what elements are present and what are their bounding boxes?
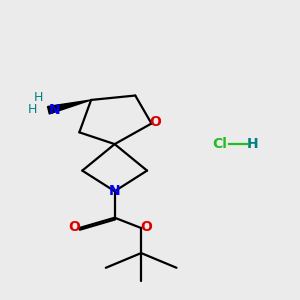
Polygon shape <box>47 100 91 114</box>
Text: O: O <box>140 220 152 234</box>
Text: N: N <box>109 184 121 198</box>
Text: H: H <box>28 103 37 116</box>
Text: N: N <box>49 103 61 117</box>
Text: O: O <box>149 115 161 129</box>
Text: O: O <box>68 220 80 234</box>
Text: Cl: Cl <box>212 137 226 151</box>
Text: H: H <box>33 92 43 104</box>
Text: H: H <box>247 137 259 151</box>
